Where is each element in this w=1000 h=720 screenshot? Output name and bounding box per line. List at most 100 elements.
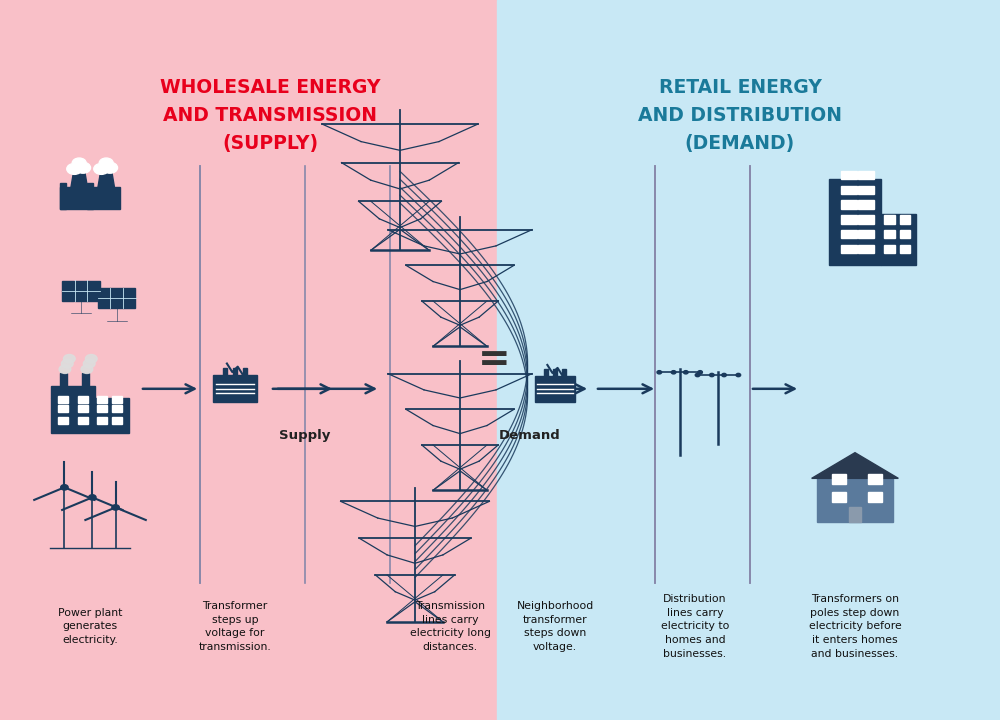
Text: WHOLESALE ENERGY
AND TRANSMISSION
(SUPPLY): WHOLESALE ENERGY AND TRANSMISSION (SUPPL… bbox=[160, 78, 380, 153]
Circle shape bbox=[99, 158, 113, 168]
Text: Transmission
lines carry
electricity long
distances.: Transmission lines carry electricity lon… bbox=[410, 601, 490, 652]
Bar bbox=[544, 369, 548, 376]
Circle shape bbox=[722, 374, 726, 377]
Bar bbox=[62, 281, 74, 291]
Circle shape bbox=[102, 162, 118, 174]
Bar bbox=[900, 245, 910, 253]
Bar bbox=[98, 298, 110, 308]
Bar bbox=[535, 376, 575, 402]
Bar bbox=[497, 0, 1000, 720]
Bar bbox=[82, 374, 89, 398]
Circle shape bbox=[59, 365, 71, 374]
Bar bbox=[858, 245, 874, 253]
Text: Neighborhood
transformer
steps down
voltage.: Neighborhood transformer steps down volt… bbox=[516, 601, 594, 652]
Bar bbox=[832, 474, 846, 484]
Bar bbox=[858, 186, 874, 194]
Bar bbox=[97, 396, 107, 403]
Bar bbox=[841, 215, 857, 224]
Bar bbox=[849, 507, 861, 523]
Bar bbox=[841, 200, 857, 209]
Bar bbox=[87, 184, 93, 209]
Bar bbox=[60, 184, 66, 209]
Text: Transformer
steps up
voltage for
transmission.: Transformer steps up voltage for transmi… bbox=[199, 601, 271, 652]
Bar bbox=[51, 386, 95, 398]
Bar bbox=[858, 171, 874, 179]
Text: RETAIL ENERGY
AND DISTRIBUTION
(DEMAND): RETAIL ENERGY AND DISTRIBUTION (DEMAND) bbox=[638, 78, 842, 153]
Bar bbox=[858, 215, 874, 224]
Bar bbox=[884, 215, 895, 224]
Bar bbox=[841, 186, 857, 194]
Bar bbox=[110, 288, 123, 298]
Circle shape bbox=[61, 359, 73, 368]
Circle shape bbox=[695, 374, 700, 377]
Circle shape bbox=[657, 371, 662, 374]
Text: Power plant
generates
electricity.: Power plant generates electricity. bbox=[58, 608, 122, 645]
Bar bbox=[884, 245, 895, 253]
Bar bbox=[213, 375, 257, 402]
Bar bbox=[884, 230, 895, 238]
Bar bbox=[112, 396, 122, 403]
Polygon shape bbox=[67, 174, 91, 209]
Polygon shape bbox=[812, 453, 898, 478]
Bar bbox=[123, 298, 135, 308]
Bar bbox=[845, 171, 865, 179]
Circle shape bbox=[75, 162, 91, 174]
Circle shape bbox=[94, 163, 109, 174]
Bar bbox=[233, 368, 237, 375]
Circle shape bbox=[67, 163, 82, 174]
Bar bbox=[97, 405, 107, 412]
Circle shape bbox=[89, 495, 96, 500]
Circle shape bbox=[72, 158, 86, 168]
Text: Supply: Supply bbox=[279, 429, 331, 442]
Circle shape bbox=[83, 359, 95, 368]
Circle shape bbox=[112, 505, 119, 510]
Bar bbox=[87, 291, 100, 301]
Circle shape bbox=[736, 374, 741, 377]
Bar bbox=[900, 230, 910, 238]
Bar bbox=[817, 478, 893, 523]
Text: Demand: Demand bbox=[499, 429, 561, 442]
Bar bbox=[562, 369, 566, 376]
Bar bbox=[112, 418, 122, 424]
Bar bbox=[829, 179, 881, 265]
Bar bbox=[0, 0, 497, 720]
Bar bbox=[112, 405, 122, 412]
Bar bbox=[868, 492, 882, 503]
Bar bbox=[97, 418, 107, 424]
Bar bbox=[243, 368, 247, 375]
Bar bbox=[841, 230, 857, 238]
Text: =: = bbox=[478, 341, 510, 379]
Text: Distribution
lines carry
electricity to
homes and
businesses.: Distribution lines carry electricity to … bbox=[661, 594, 729, 659]
Polygon shape bbox=[94, 174, 118, 209]
Circle shape bbox=[698, 371, 702, 374]
Bar bbox=[62, 291, 74, 301]
Bar bbox=[123, 288, 135, 298]
Bar bbox=[60, 374, 67, 398]
Bar bbox=[78, 418, 88, 424]
Bar bbox=[858, 230, 874, 238]
Bar bbox=[78, 396, 88, 403]
Circle shape bbox=[63, 354, 75, 363]
Bar bbox=[881, 215, 916, 265]
Circle shape bbox=[710, 374, 714, 377]
Bar bbox=[78, 405, 88, 412]
Bar bbox=[553, 369, 557, 376]
Bar bbox=[75, 291, 87, 301]
Bar bbox=[58, 396, 68, 403]
Bar bbox=[98, 288, 110, 298]
Circle shape bbox=[81, 365, 93, 374]
Bar bbox=[60, 187, 120, 209]
Bar bbox=[51, 398, 129, 433]
Bar bbox=[223, 368, 227, 375]
Bar bbox=[58, 405, 68, 412]
Bar bbox=[841, 245, 857, 253]
Circle shape bbox=[61, 485, 68, 490]
Bar bbox=[75, 281, 87, 291]
Circle shape bbox=[85, 354, 97, 363]
Bar bbox=[110, 298, 123, 308]
Bar bbox=[58, 418, 68, 424]
Bar bbox=[868, 474, 882, 484]
Bar bbox=[832, 492, 846, 503]
Text: Transformers on
poles step down
electricity before
it enters homes
and businesse: Transformers on poles step down electric… bbox=[809, 594, 901, 659]
Bar bbox=[841, 171, 857, 179]
